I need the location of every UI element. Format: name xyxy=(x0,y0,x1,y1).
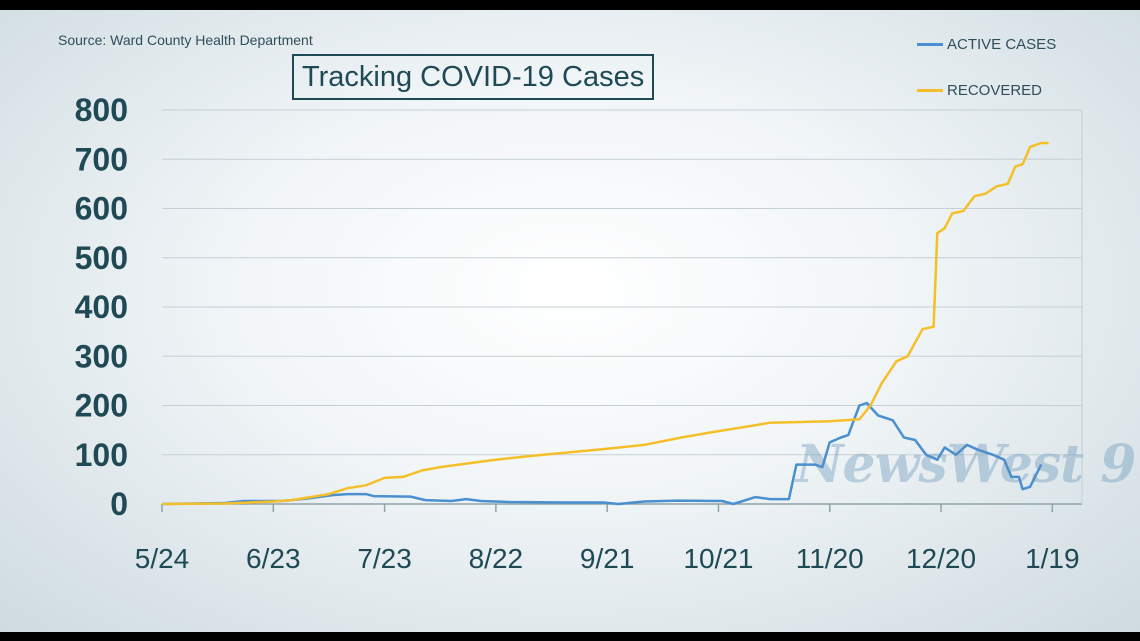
y-tick-label: 300 xyxy=(75,338,128,374)
chart-title: Tracking COVID-19 Cases xyxy=(292,54,655,100)
y-tick-label: 200 xyxy=(75,388,128,424)
legend: ACTIVE CASES RECOVERED xyxy=(917,32,1056,124)
legend-label-active: ACTIVE CASES xyxy=(947,35,1057,53)
legend-item-recovered: RECOVERED xyxy=(917,78,1056,102)
x-tick-label: 7/23 xyxy=(357,543,412,574)
y-tick-label: 500 xyxy=(75,240,128,276)
legend-item-active: ACTIVE CASES xyxy=(917,32,1056,56)
x-tick-label: 8/22 xyxy=(469,543,524,574)
x-tick-label: 9/21 xyxy=(580,543,635,574)
legend-swatch-active xyxy=(917,42,943,46)
x-tick-label: 12/20 xyxy=(906,543,976,574)
newswest-logo-watermark: NewsWest 9 xyxy=(796,434,1136,495)
chart-svg: 0 100 200 300 400 500 600 700 800 5/24 6/23 7/23 8/2… xyxy=(75,92,1083,574)
series-line-active-cases xyxy=(161,401,1043,506)
x-tick-label: 11/20 xyxy=(796,543,864,574)
chart-frame: 0 100 200 300 400 500 600 700 800 5/24 6/23 7/23 8/2… xyxy=(0,10,1140,632)
source-caption: Source: Ward County Health Department xyxy=(58,32,313,48)
x-tick-label: 1/19 xyxy=(1025,543,1080,574)
legend-swatch-recovered xyxy=(917,88,943,92)
y-tick-label: 700 xyxy=(75,141,128,177)
x-tick-label: 6/23 xyxy=(246,543,301,574)
legend-label-recovered: RECOVERED xyxy=(947,81,1043,99)
y-tick-label: 800 xyxy=(75,92,128,128)
x-tick-label: 10/21 xyxy=(683,543,753,574)
x-tick-label: 5/24 xyxy=(135,543,190,574)
series-line-recovered xyxy=(161,141,1049,506)
y-tick-label: 100 xyxy=(75,437,128,473)
y-tick-label: 600 xyxy=(75,191,128,227)
y-tick-label: 400 xyxy=(75,289,128,325)
y-tick-label: 0 xyxy=(110,486,128,522)
